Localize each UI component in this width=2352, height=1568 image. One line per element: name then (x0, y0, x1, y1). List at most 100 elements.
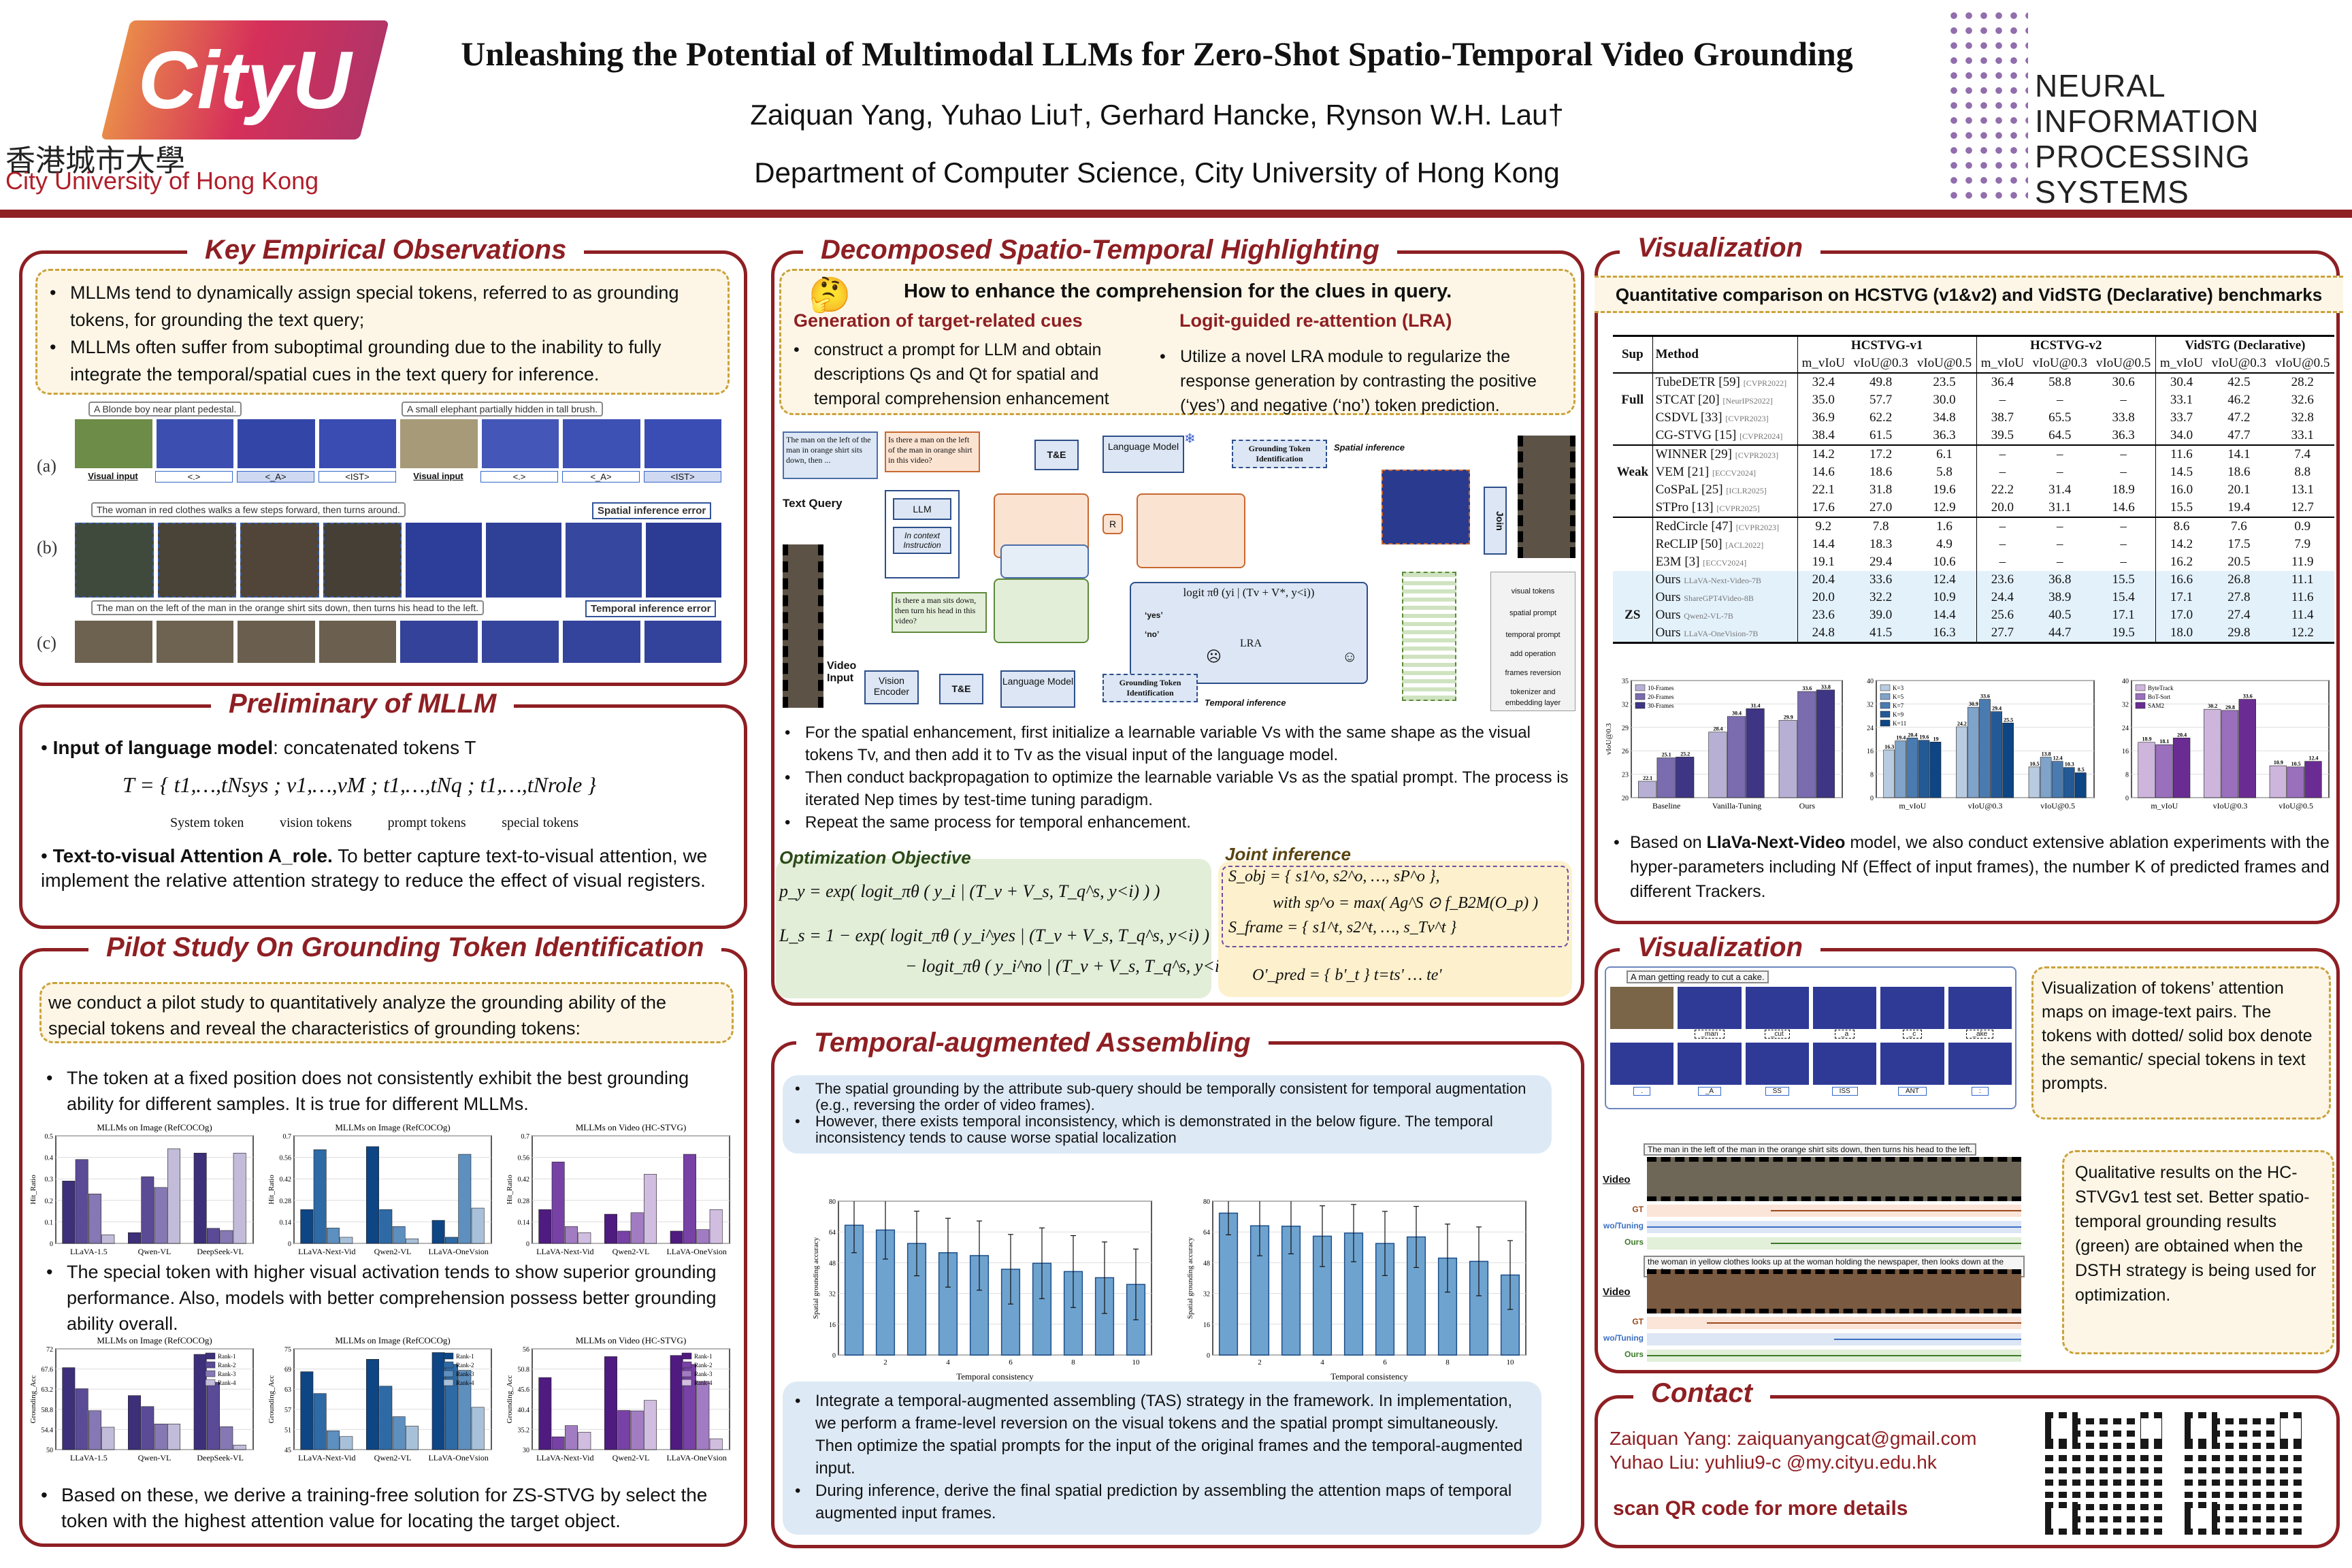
legend-label: 10-Frames (1648, 685, 1674, 691)
value-cell: – (1999, 393, 2006, 407)
value-cell: 1.6 (1912, 517, 1977, 536)
data-label: 18.9 (2142, 736, 2152, 742)
contact-line-1: Zaiquan Yang: zaiquanyangcat@gmail.com (1610, 1428, 1977, 1449)
table-row: Weak VEM [21] [ECCV2024] 14.6 18.6 5.8– – –14.… (1613, 463, 2334, 481)
x-tick-label: Qwen2-VL (374, 1453, 412, 1463)
legend-label: K=9 (1893, 711, 1904, 718)
bar (313, 1149, 327, 1244)
bar (2002, 723, 2014, 798)
attention-map (318, 419, 396, 468)
bar (2269, 765, 2287, 798)
y-tick-label: 0.28 (280, 1198, 292, 1205)
bar (2238, 699, 2256, 798)
value-cell: 17.1 (2091, 606, 2156, 624)
method-cell: Ours LLaVA-OneVision-7B (1652, 624, 1798, 642)
track-label: wo/Tuning (1603, 1221, 1644, 1230)
bar (538, 1377, 552, 1450)
y-tick-label: 0 (2125, 795, 2129, 802)
bar (1816, 689, 1835, 798)
value-cell: 10.6 (1912, 553, 1977, 571)
value-cell: 11.6 (2291, 590, 2314, 604)
track-span-arrow (1707, 1322, 2021, 1324)
results-table: Sup Method HCSTVG-v1 HCSTVG-v2 VidSTG (D… (1613, 337, 2334, 642)
legend-label: 20-Frames (1648, 693, 1674, 700)
value-cell: 30.6 (2091, 373, 2156, 391)
no-label: ‘no’ (1145, 630, 1160, 639)
chart-title: MLLMs on Video (HC-STVG) (576, 1122, 687, 1132)
legend-label: SAM2 (2148, 702, 2164, 709)
pilot-intro: we conduct a pilot study to quantitative… (39, 982, 734, 1043)
bar (1676, 757, 1695, 798)
value-cell: 34.8 (1912, 409, 1977, 427)
track-span-arrow (1770, 1210, 2021, 1211)
y-tick-label: 48 (1203, 1260, 1210, 1267)
dsth-question: How to enhance the comprehension for the… (904, 280, 1452, 302)
legend-swatch (1880, 693, 1891, 700)
method-cell: TubeDETR [59] [CVPR2022] (1652, 373, 1798, 391)
bar (471, 1407, 485, 1450)
track-label: GT (1632, 1317, 1644, 1326)
lra-text: Utilize a novel LRA module to regularize… (1154, 344, 1563, 418)
method-venue: [ECCV2024] (1703, 558, 1747, 568)
yes-label: ‘yes’ (1145, 610, 1163, 620)
value-cell: 18.6 (1869, 465, 1893, 479)
value-cell: 23.6 (1991, 572, 2014, 587)
bar (458, 1154, 472, 1244)
authors: Zaiquan Yang, Yuhao Liu†, Gerhard Hancke… (750, 99, 1564, 131)
col-hcstvg-v1: HCSTVG-v1 (1797, 337, 1977, 355)
table-row: WINNER [29] [CVPR2023] 14.2 17.2 6.1– – –11.6… (1613, 445, 2334, 463)
data-label: 12.4 (2053, 755, 2063, 762)
bar (340, 1436, 353, 1450)
video-label: Video (1603, 1174, 1631, 1186)
viz-note-1-text: Visualization of tokens’ attention maps … (2042, 979, 2313, 1093)
value-cell: 16.6 (2170, 572, 2193, 587)
y-tick-label: 0.42 (280, 1176, 292, 1183)
y-axis-label: Grounding_Acc (29, 1375, 37, 1423)
bar (233, 1152, 246, 1244)
attn-row-1 (1610, 987, 2012, 1029)
value-cell: – (2091, 536, 2156, 553)
track-label: Ours (1624, 1237, 1644, 1247)
value-cell: 24.8 (1812, 625, 1835, 640)
qr-code-1[interactable] (2045, 1412, 2168, 1535)
spatial-error-label: Spatial inference error (592, 502, 712, 519)
bar (1967, 706, 1979, 798)
y-tick-label: 0.5 (45, 1133, 54, 1141)
bar (233, 1444, 246, 1450)
y-tick-label: 24 (1867, 725, 1874, 732)
method-name: Ours (1655, 625, 1681, 640)
pilot-conclusion-text: Based on these, we derive a training-fre… (35, 1482, 736, 1534)
x-tick-label: LLaVA-Next-Vid (298, 1453, 355, 1463)
y-axis-label: Grounding_Acc (506, 1375, 514, 1423)
query-b: The woman in red clothes walks a few ste… (91, 502, 406, 517)
row-label-c: (c) (37, 633, 56, 653)
col-vidstg: VidSTG (Declarative) (2185, 338, 2306, 353)
x-tick-label: 6 (1383, 1358, 1387, 1367)
data-label: 25.2 (1680, 751, 1690, 757)
col-hcstvg-v2: HCSTVG-v2 (1976, 337, 2156, 355)
framework-diagram: The man on the left of the man in orange… (783, 429, 1579, 715)
bar (1638, 781, 1657, 798)
method-cell: STCAT [20] [NeurIPS2022] (1652, 391, 1798, 409)
value-cell: 65.5 (2048, 410, 2072, 425)
qr-code-2[interactable] (2185, 1412, 2307, 1535)
bar (366, 1146, 379, 1244)
bar (220, 1230, 233, 1244)
bar (75, 1159, 88, 1244)
joint-title: Joint inference (1225, 844, 1351, 864)
llm-label: LLM (893, 498, 951, 520)
method-venue: [CVPR2024] (1740, 431, 1783, 441)
legend-swatch (443, 1379, 454, 1386)
y-tick-label: 0 (50, 1241, 53, 1248)
join-box: Join (1484, 487, 1507, 555)
legend-swatch (1880, 702, 1891, 709)
bar (193, 1354, 207, 1450)
value-cell: 24.4 (1991, 590, 2014, 604)
bar (670, 1230, 683, 1244)
reversion-box: R (1102, 514, 1123, 534)
bar (88, 1410, 101, 1450)
bar (2063, 767, 2075, 798)
bar (630, 1212, 644, 1244)
y-tick-label: 40 (1867, 678, 1874, 685)
value-cell: 47.2 (2227, 410, 2251, 425)
